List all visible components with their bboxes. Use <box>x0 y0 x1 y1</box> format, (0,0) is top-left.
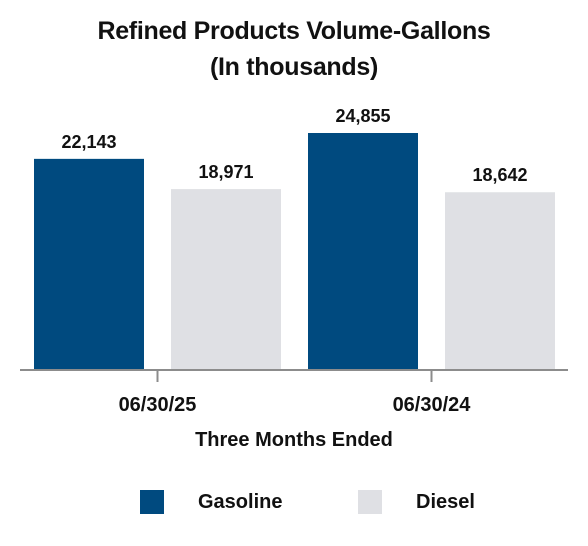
legend-item-gasoline: Gasoline <box>140 490 282 514</box>
legend-item-diesel: Diesel <box>358 490 475 514</box>
bar-diesel-0 <box>171 189 281 370</box>
bar-gasoline-1 <box>308 133 418 370</box>
x-axis-title: Three Months Ended <box>195 429 393 451</box>
x-tick-label-1: 06/30/24 <box>393 394 472 416</box>
legend-label-gasoline: Gasoline <box>198 490 283 513</box>
x-tick-label-0: 06/30/25 <box>119 394 197 416</box>
legend-label-diesel: Diesel <box>416 490 475 513</box>
chart-title: Refined Products Volume-Gallons <box>97 17 491 45</box>
data-label-diesel-1: 18,642 <box>472 165 527 185</box>
data-label-diesel-0: 18,971 <box>198 162 253 182</box>
legend-swatch-gasoline <box>140 490 164 514</box>
legend-swatch-diesel <box>358 490 382 514</box>
bar-gasoline-0 <box>34 158 144 370</box>
data-label-gasoline-0: 22,143 <box>61 132 116 152</box>
chart-subtitle: (In thousands) <box>209 53 378 81</box>
data-label-gasoline-1: 24,855 <box>335 106 390 126</box>
bar-diesel-1 <box>445 192 555 370</box>
